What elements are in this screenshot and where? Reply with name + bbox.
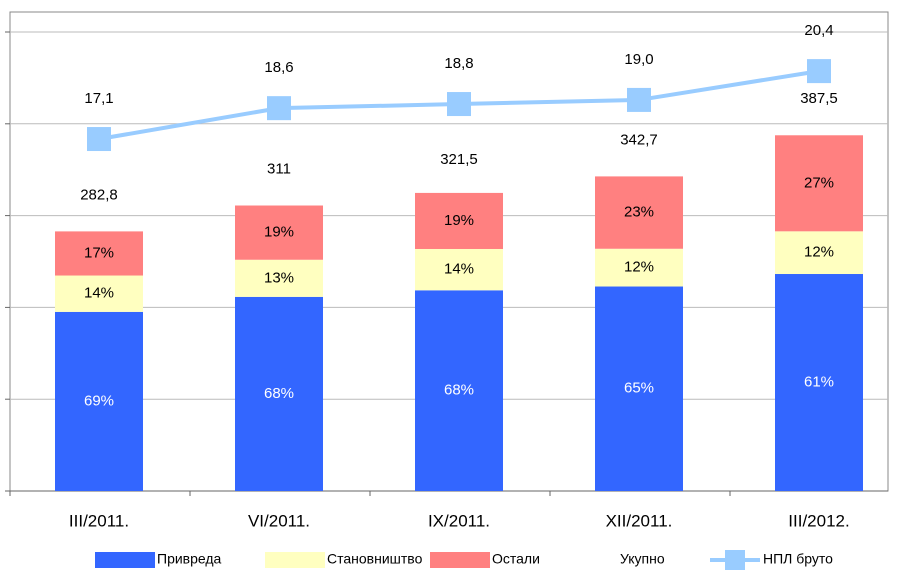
data-label: 68% <box>264 385 294 402</box>
total-label: 282,8 <box>80 186 118 203</box>
data-label: 14% <box>444 261 474 278</box>
bar-segment <box>415 192 503 249</box>
data-label: 23% <box>624 204 654 221</box>
line-marker <box>87 127 111 152</box>
data-label: 20,4 <box>804 22 833 39</box>
bar-segment <box>55 311 143 491</box>
bar-segment <box>775 231 863 275</box>
legend-label: Привреда <box>157 551 222 567</box>
x-tick-label: IX/2011. <box>428 511 490 530</box>
bar-segment <box>415 248 503 291</box>
line-marker <box>627 87 651 112</box>
total-label: 321,5 <box>440 151 478 168</box>
data-label: 27% <box>804 174 834 191</box>
bar-segment <box>235 259 323 297</box>
data-label: 19% <box>264 224 294 241</box>
data-label: 12% <box>624 259 654 276</box>
bar-segment <box>775 135 863 232</box>
legend-label: Становништво <box>327 551 423 567</box>
bar-segment <box>55 275 143 312</box>
x-tick-label: VI/2011. <box>248 511 310 530</box>
x-tick-label: III/2012. <box>788 511 849 530</box>
data-label: 19% <box>444 212 474 229</box>
data-label: 17% <box>84 244 114 261</box>
data-label: 14% <box>84 285 114 302</box>
data-label: 17,1 <box>84 90 113 107</box>
data-label: 19,0 <box>624 51 653 68</box>
data-label: 65% <box>624 380 654 397</box>
data-label: 61% <box>804 373 834 390</box>
data-label: 12% <box>804 244 834 261</box>
data-label: 69% <box>84 392 114 409</box>
legend-swatch <box>265 552 325 568</box>
data-label: 18,8 <box>444 55 473 72</box>
total-label: 342,7 <box>620 131 658 148</box>
total-label: 311 <box>267 160 291 177</box>
line-marker <box>267 96 291 121</box>
total-label: 387,5 <box>800 90 838 107</box>
legend-label: Укупно <box>620 551 665 567</box>
line-marker <box>447 92 471 117</box>
legend-swatch <box>430 552 490 568</box>
bar-segment <box>55 231 143 276</box>
bar-segment <box>775 274 863 491</box>
bar-segment <box>595 286 683 491</box>
legend-swatch <box>95 552 155 568</box>
bar-segment <box>595 248 683 287</box>
data-label: 18,6 <box>264 59 293 76</box>
bar-segment <box>595 176 683 249</box>
data-label: 13% <box>264 269 294 286</box>
bar-segment <box>235 296 323 491</box>
legend-label: Остали <box>492 551 540 567</box>
x-tick-label: XII/2011. <box>606 511 673 530</box>
legend-label: НПЛ бруто <box>763 551 833 567</box>
data-label: 68% <box>444 382 474 399</box>
bar-segment <box>235 205 323 260</box>
bar-segment <box>415 290 503 491</box>
line-marker <box>807 59 831 84</box>
legend-marker <box>725 550 745 570</box>
x-tick-label: III/2011. <box>69 511 129 530</box>
